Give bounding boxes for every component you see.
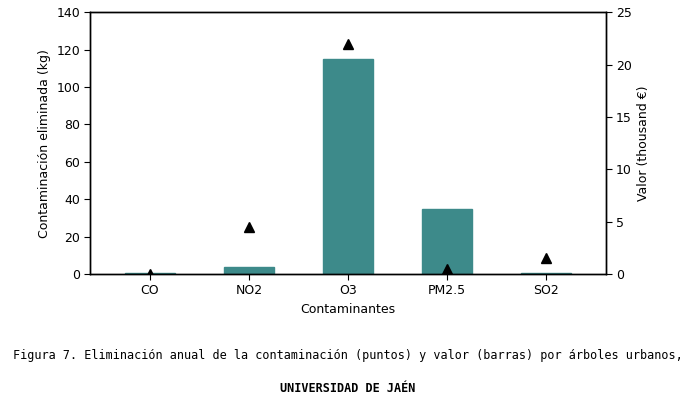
Bar bbox=[422, 209, 472, 274]
Text: UNIVERSIDAD DE JAÉN: UNIVERSIDAD DE JAÉN bbox=[280, 382, 416, 395]
X-axis label: Contaminantes: Contaminantes bbox=[301, 303, 395, 316]
Bar bbox=[323, 59, 373, 274]
Bar bbox=[224, 267, 274, 274]
Text: Figura 7. Eliminación anual de la contaminación (puntos) y valor (barras) por ár: Figura 7. Eliminación anual de la contam… bbox=[13, 349, 683, 362]
Bar bbox=[521, 273, 571, 274]
Y-axis label: Contaminación eliminada (kg): Contaminación eliminada (kg) bbox=[38, 49, 51, 238]
Y-axis label: Valor (thousand €): Valor (thousand €) bbox=[638, 85, 650, 201]
